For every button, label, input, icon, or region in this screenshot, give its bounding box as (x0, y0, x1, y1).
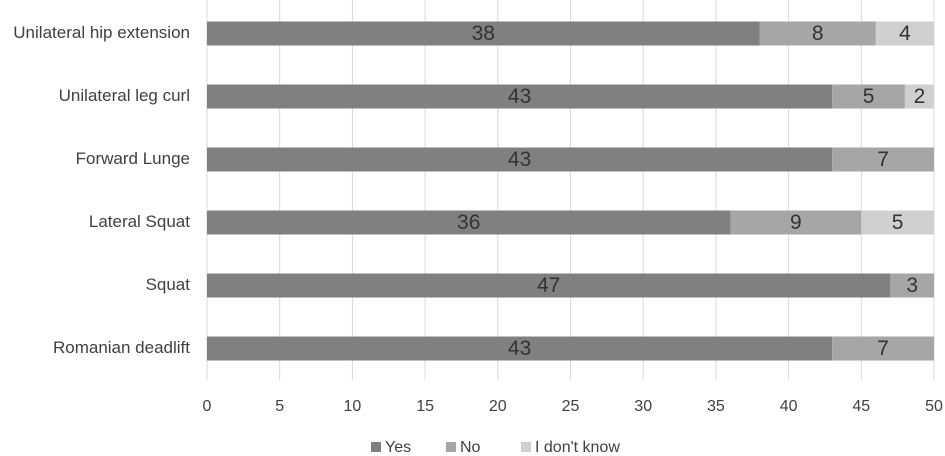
y-tick-label: Unilateral leg curl (59, 86, 190, 105)
x-tick-label: 30 (634, 398, 652, 415)
value-label: 5 (863, 85, 875, 108)
bar-segment (207, 147, 833, 172)
bar-segment (832, 84, 905, 109)
bar-segment (832, 336, 934, 361)
value-label: 38 (472, 22, 495, 45)
y-tick-label: Romanian deadlift (53, 338, 190, 357)
legend-swatch (446, 442, 456, 452)
value-label: 36 (457, 211, 480, 234)
bar-segment (207, 21, 760, 46)
x-tick-label: 45 (852, 398, 870, 415)
legend-swatch (521, 442, 531, 452)
value-label: 8 (812, 22, 824, 45)
bar-segment (875, 21, 934, 46)
x-tick-label: 25 (562, 398, 580, 415)
bar-segment (207, 210, 731, 235)
value-label: 43 (508, 148, 531, 171)
legend-label: Yes (385, 439, 411, 456)
value-label: 47 (537, 274, 560, 297)
x-tick-label: 10 (344, 398, 362, 415)
bar-segment (861, 210, 934, 235)
bar-segment (730, 210, 862, 235)
bar-segment (832, 147, 934, 172)
legend-label: No (460, 439, 481, 456)
bar-segment (207, 336, 833, 361)
x-tick-label: 0 (203, 398, 212, 415)
bar-segment (207, 84, 833, 109)
value-label: 2 (914, 85, 926, 108)
value-label: 4 (899, 22, 911, 45)
legend-swatch (371, 442, 381, 452)
x-tick-label: 5 (275, 398, 284, 415)
x-tick-label: 35 (707, 398, 725, 415)
bar-segment (904, 84, 934, 109)
value-label: 9 (790, 211, 802, 234)
y-tick-label: Unilateral hip extension (13, 23, 190, 42)
value-label: 43 (508, 337, 531, 360)
y-tick-label: Forward Lunge (76, 149, 190, 168)
x-tick-label: 20 (489, 398, 507, 415)
value-label: 5 (892, 211, 904, 234)
x-tick-label: 40 (780, 398, 798, 415)
value-label: 7 (877, 337, 889, 360)
value-label: 43 (508, 85, 531, 108)
bar-segment (207, 273, 891, 298)
bar-segment (759, 21, 876, 46)
value-label: 7 (877, 148, 889, 171)
x-tick-label: 15 (416, 398, 434, 415)
x-tick-label: 50 (925, 398, 943, 415)
legend-label: I don't know (535, 439, 620, 456)
value-label: 3 (906, 274, 918, 297)
y-tick-label: Squat (146, 275, 191, 294)
y-tick-label: Lateral Squat (89, 212, 190, 231)
bar-segment (890, 273, 934, 298)
